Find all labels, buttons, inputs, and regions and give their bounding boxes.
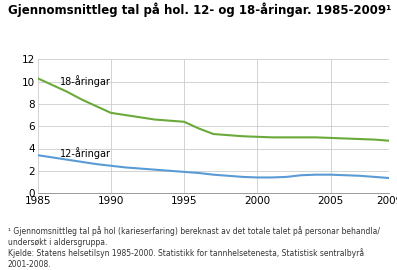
Text: 18-åringar: 18-åringar	[60, 75, 110, 87]
Text: Gjennomsnittleg tal på hol. 12- og 18-åringar. 1985-2009¹: Gjennomsnittleg tal på hol. 12- og 18-år…	[8, 3, 391, 17]
Text: ¹ Gjennomsnittleg tal på hol (karieserfaring) bereknast av det totale talet på p: ¹ Gjennomsnittleg tal på hol (karieserfa…	[8, 227, 380, 269]
Text: 12-åringar: 12-åringar	[60, 147, 111, 159]
